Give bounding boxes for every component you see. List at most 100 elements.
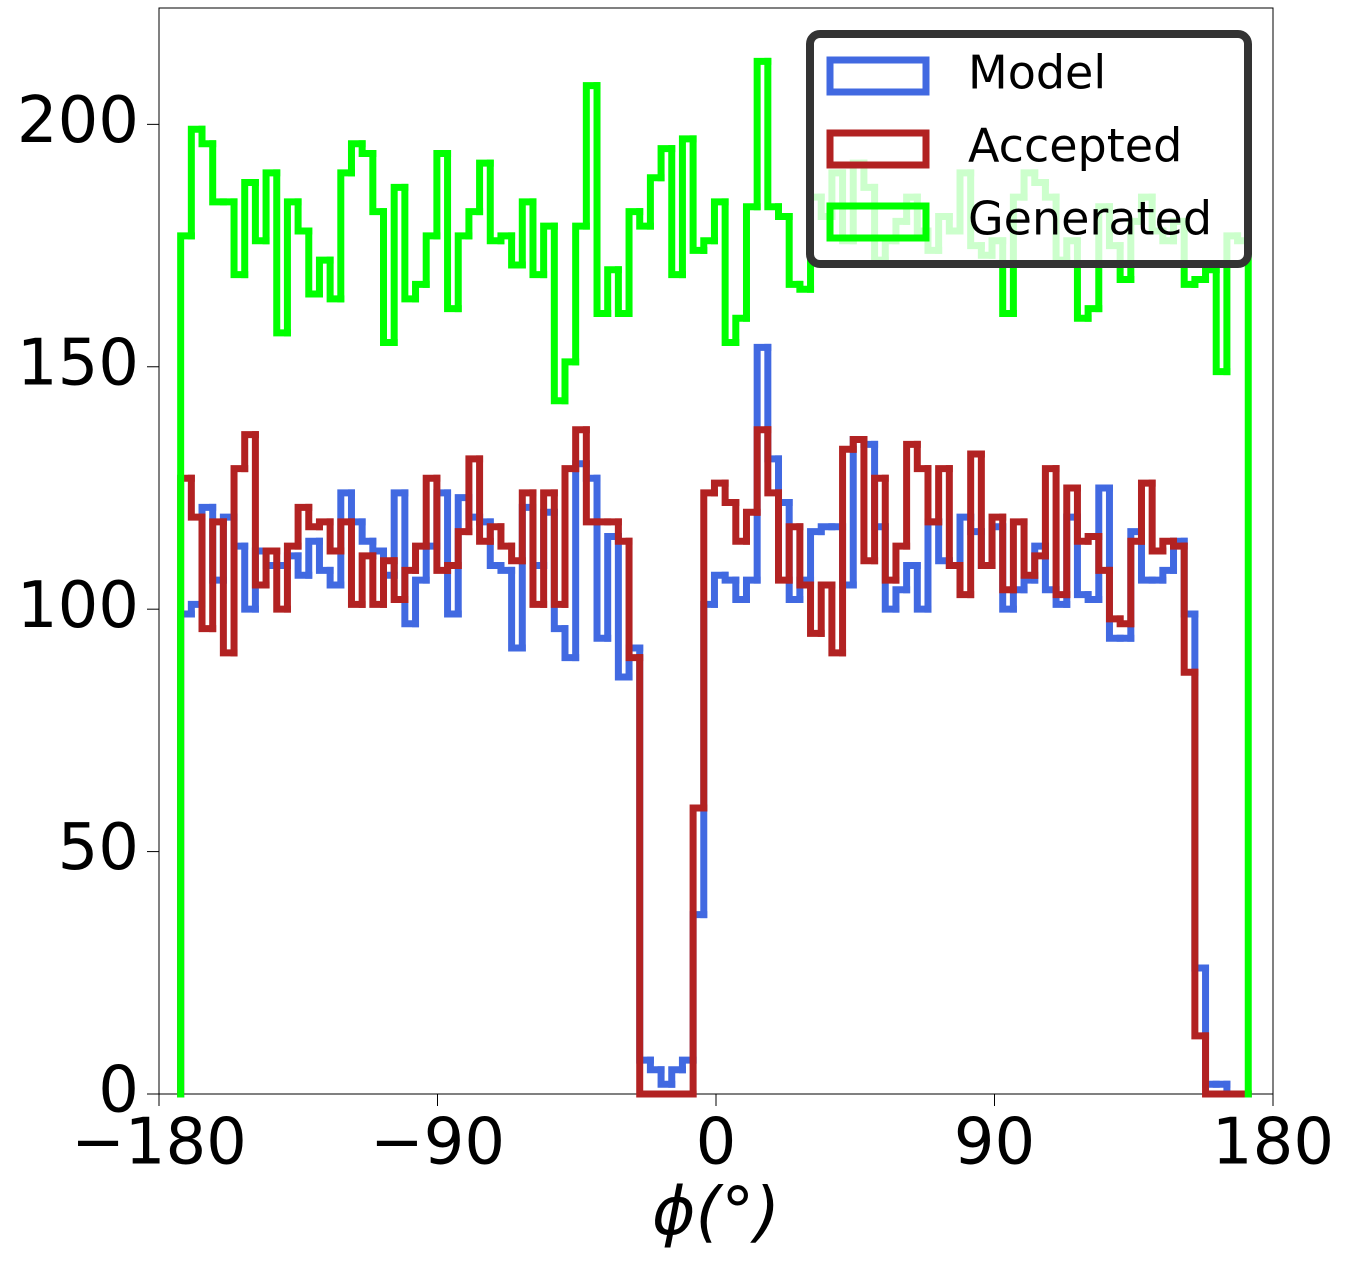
histogram-step (390, 489, 409, 579)
histogram-step (294, 503, 313, 550)
histogram-step (945, 465, 964, 570)
histogram-step (390, 557, 409, 603)
histogram-step (209, 140, 227, 206)
histogram-step (1009, 518, 1028, 594)
histogram-step (807, 581, 825, 637)
histogram-step (358, 518, 377, 545)
histogram-step (646, 174, 665, 230)
histogram-step (454, 232, 473, 313)
histogram-step (486, 523, 505, 545)
histogram-step (614, 518, 633, 545)
histogram-step (561, 465, 580, 608)
histogram-step (849, 435, 868, 453)
x-tick-label: 0 (696, 1106, 737, 1180)
histogram-step (785, 212, 804, 288)
histogram-step (433, 149, 452, 240)
histogram-step (454, 528, 473, 570)
histogram-step (369, 552, 388, 608)
histogram-step (1105, 484, 1124, 642)
histogram-step (219, 518, 238, 657)
histogram-step (903, 562, 921, 594)
histogram-step (273, 169, 291, 337)
histogram-step (241, 542, 259, 613)
histogram-step (337, 169, 355, 303)
histogram-step (508, 542, 526, 565)
y-tick-label: 150 (17, 326, 139, 400)
histogram-step (1191, 668, 1210, 1040)
histogram-step (209, 518, 227, 633)
histogram-step (913, 440, 932, 473)
histogram-step (710, 571, 729, 608)
histogram-step (412, 542, 430, 574)
series (177, 426, 1252, 1098)
histogram-step (230, 465, 249, 657)
histogram-step (817, 581, 836, 637)
histogram-step (390, 183, 409, 347)
legend-label: Generated (968, 192, 1212, 246)
histogram-step (1063, 484, 1081, 599)
legend-patch (826, 56, 930, 96)
histogram-step (444, 562, 462, 574)
histogram-step (828, 581, 847, 657)
histogram-step (710, 198, 729, 245)
histogram-step (1191, 276, 1210, 288)
histogram-step (1073, 484, 1092, 545)
histogram-step (540, 489, 558, 608)
histogram-step (614, 532, 633, 681)
histogram-step (294, 198, 313, 235)
histogram-step (935, 518, 953, 565)
histogram-step (1041, 465, 1060, 560)
histogram-step (347, 489, 366, 526)
x-tick-label: −90 (370, 1106, 505, 1180)
histogram-step (1212, 266, 1231, 376)
histogram-step (572, 222, 590, 366)
histogram-step (732, 314, 750, 347)
legend-patch (826, 129, 930, 169)
histogram-step (625, 537, 644, 662)
x-axis-label: ϕ(°) (652, 1173, 780, 1250)
histogram-step (678, 1056, 697, 1074)
histogram-step (518, 489, 537, 565)
histogram-step (796, 280, 815, 293)
histogram-step (956, 513, 975, 570)
histogram-step (1202, 1032, 1220, 1098)
histogram-step (230, 198, 249, 279)
histogram-step (913, 562, 932, 613)
x-tick-label: 180 (1212, 1106, 1334, 1180)
histogram-step (668, 145, 686, 279)
histogram-step (412, 576, 430, 628)
histogram-step (508, 232, 526, 269)
histogram-step (326, 256, 345, 303)
histogram-step (657, 145, 676, 182)
histogram-step (294, 552, 313, 579)
histogram-step (764, 57, 783, 211)
histogram-step (347, 518, 366, 608)
histogram-step (369, 537, 388, 555)
histogram-step (668, 1066, 686, 1088)
histogram-step (625, 208, 644, 317)
histogram-step (1170, 537, 1188, 550)
histogram-step (497, 232, 516, 245)
histogram-step (999, 513, 1017, 594)
histogram-step (1127, 537, 1145, 628)
histogram-step (742, 576, 761, 603)
histogram-step (796, 523, 815, 589)
histogram-step (753, 426, 772, 516)
histogram-step (732, 576, 750, 603)
histogram-step (1116, 615, 1135, 628)
histogram-step (241, 179, 259, 279)
histogram-step (593, 82, 612, 317)
histogram-step (444, 489, 462, 618)
histogram-step (1137, 528, 1156, 584)
histogram-step (198, 125, 217, 148)
histogram-step (241, 431, 259, 473)
x-tick-label: 90 (954, 1106, 1035, 1180)
histogram-step (283, 542, 302, 613)
histogram-step (1234, 232, 1252, 1098)
histogram-step (465, 455, 484, 536)
histogram-step (860, 435, 879, 565)
histogram-step (529, 489, 548, 608)
histogram-step (465, 208, 484, 240)
histogram-step (1159, 566, 1178, 584)
